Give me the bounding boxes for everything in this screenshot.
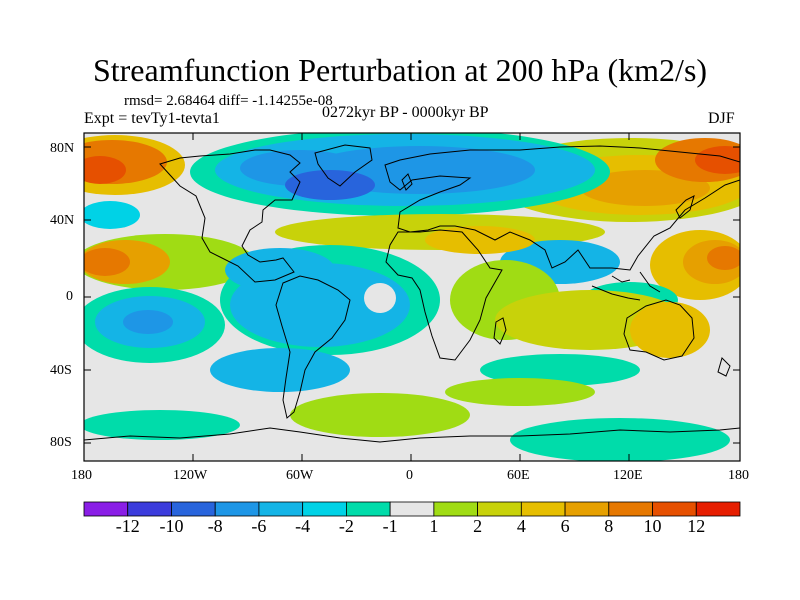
coast-uk xyxy=(401,173,413,191)
colorbar-label: -10 xyxy=(159,516,184,536)
stats-label: rmsd= 2.68464 diff= -1.14255e-08 xyxy=(124,93,333,109)
contour-w-pacific-core xyxy=(707,246,740,270)
contour-e-pacific-core xyxy=(84,248,130,276)
coast-new-zealand xyxy=(717,357,731,377)
colorbar-label: -6 xyxy=(251,516,267,536)
lon-label-60e: 60E xyxy=(507,468,530,483)
coast-japan xyxy=(675,195,695,219)
colorbar-label: 8 xyxy=(604,516,614,536)
contour-southern-ocean xyxy=(290,393,470,437)
colorbar-swatch xyxy=(258,501,304,517)
map-ticks xyxy=(84,133,740,461)
contour-s-indian-plus xyxy=(445,378,595,406)
colorbar-label: 12 xyxy=(687,516,706,536)
contour-fields xyxy=(84,133,740,461)
coast-madagascar xyxy=(493,317,507,345)
colorbar-swatch xyxy=(608,501,653,517)
lon-label-180w: 180 xyxy=(71,468,92,483)
plot-title: Streamfunction Perturbation at 200 hPa (… xyxy=(92,52,708,88)
colorbar-swatch xyxy=(477,501,522,517)
colorbar-label: -4 xyxy=(295,516,311,536)
colorbar-swatch xyxy=(652,501,697,517)
colorbar-label: 10 xyxy=(643,516,662,536)
contour-ne-pacific-core xyxy=(84,156,126,184)
colorbar-label: 2 xyxy=(473,516,483,536)
coast-south-america xyxy=(275,275,351,419)
contour-s-pacific-ring xyxy=(84,410,240,440)
colorbar-label: 1 xyxy=(429,516,439,536)
colorbar-label: 6 xyxy=(560,516,570,536)
contour-canada-deep xyxy=(285,170,375,200)
contour-australia xyxy=(630,302,710,358)
lat-label-0: 0 xyxy=(66,289,73,304)
colorbar-swatch xyxy=(433,501,478,517)
colorbar xyxy=(83,501,741,517)
colorbar-swatch xyxy=(345,501,391,517)
lat-label-80s: 80S xyxy=(50,435,72,450)
colorbar-label: -2 xyxy=(338,516,354,536)
contour-s-indian-ring xyxy=(510,418,730,461)
colorbar-label: -8 xyxy=(207,516,223,536)
lon-label-60w: 60W xyxy=(286,468,314,483)
lon-label-120e: 120E xyxy=(613,468,643,483)
lat-label-80n: 80N xyxy=(50,141,75,156)
coast-indonesia xyxy=(591,271,661,301)
season-label: DJF xyxy=(708,110,735,127)
lon-label-0: 0 xyxy=(406,468,413,483)
coast-north-america xyxy=(159,149,301,283)
contour-caribbean xyxy=(225,248,335,292)
colorbar-swatch xyxy=(214,501,260,517)
colorbar-swatch xyxy=(520,501,566,517)
contour-s-atlantic xyxy=(210,348,350,392)
coast-eurasia xyxy=(384,145,740,271)
colorbar-swatch xyxy=(83,501,129,517)
colorbar-label: 4 xyxy=(516,516,526,536)
coast-australia xyxy=(623,299,695,361)
period-label: 0272kyr BP - 0000kyr BP xyxy=(322,104,489,121)
coast-africa xyxy=(385,229,503,361)
lat-label-40s: 40S xyxy=(50,363,72,378)
contour-nw-pacific-core xyxy=(695,146,740,174)
colorbar-label: -12 xyxy=(115,516,140,536)
colorbar-swatch xyxy=(127,501,172,517)
colorbar-swatch xyxy=(171,501,216,517)
contour-pacific-minus xyxy=(84,201,140,229)
colorbar-swatch xyxy=(695,501,741,517)
coast-antarctica xyxy=(84,427,740,443)
contour-atlantic-zero xyxy=(364,283,396,313)
experiment-label: Expt = tevTy1-tevta1 xyxy=(84,110,220,127)
lon-label-180e: 180 xyxy=(728,468,749,483)
colorbar-swatch xyxy=(564,501,610,517)
colorbar-swatch xyxy=(302,501,347,517)
lon-label-120w: 120W xyxy=(173,468,208,483)
contour-s-pacific-core xyxy=(123,310,173,334)
contour-asia-core xyxy=(580,170,710,206)
colorbar-label: -1 xyxy=(382,516,398,536)
coast-greenland xyxy=(314,144,373,187)
coastlines xyxy=(84,144,740,443)
colorbar-swatch xyxy=(389,501,435,517)
lat-label-40n: 40N xyxy=(50,213,75,228)
